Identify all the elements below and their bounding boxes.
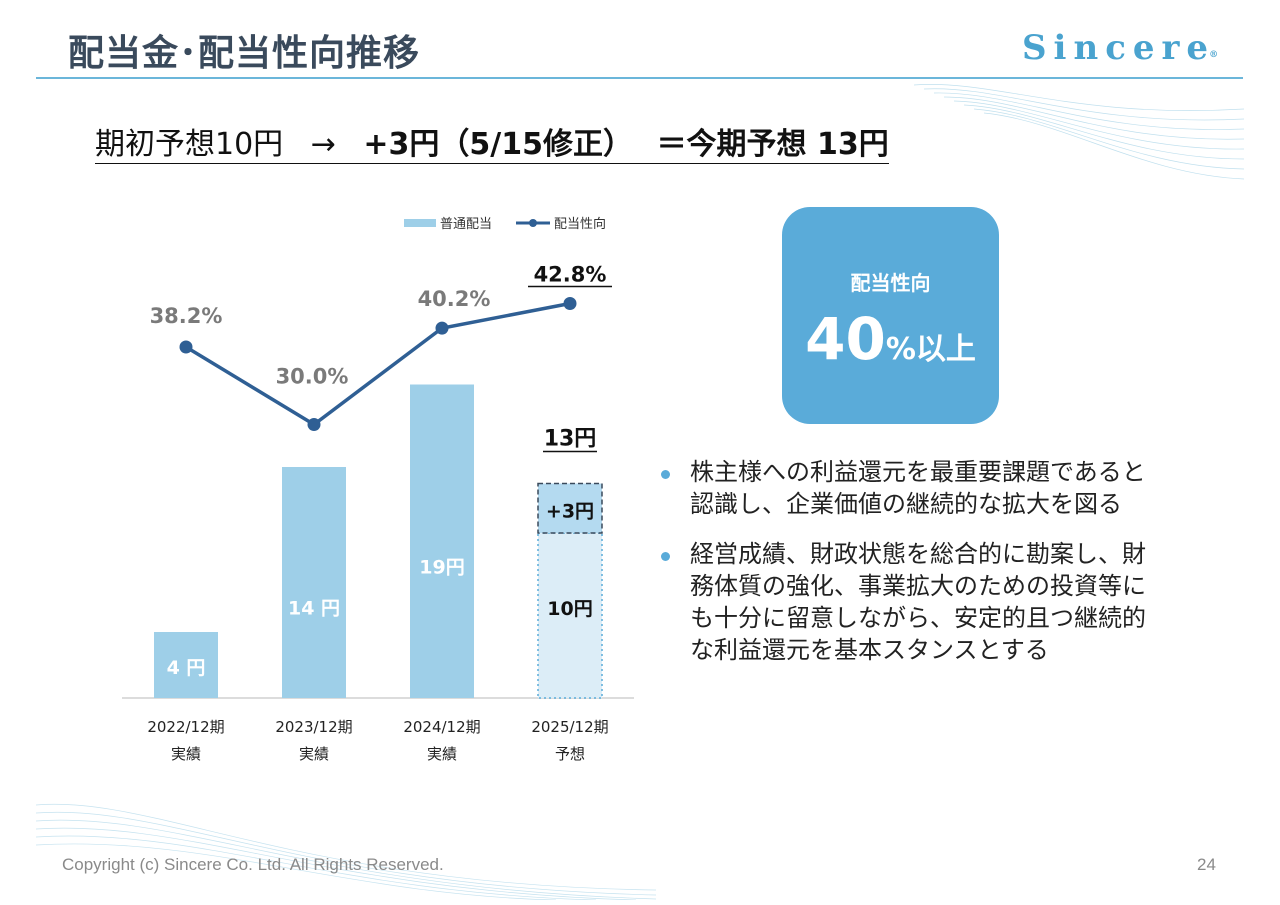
x-tick-label: 2022/12期	[147, 718, 224, 736]
page-title: 配当金･配当性向推移	[68, 33, 421, 74]
payout-ratio-point	[563, 297, 577, 311]
bar-value-label: 19円	[419, 556, 464, 578]
payout-ratio-point	[307, 417, 321, 431]
x-tick-sublabel: 実績	[299, 745, 329, 763]
page-number: 24	[1197, 855, 1216, 874]
current-forecast: ＝今期予想 13円	[656, 127, 889, 162]
payout-ratio-label: 30.0%	[276, 364, 349, 388]
base-value-label: 10円	[547, 598, 592, 620]
x-tick-label: 2024/12期	[403, 718, 480, 736]
dividend-bar	[410, 384, 474, 698]
header-divider	[36, 77, 1243, 79]
forecast-base-bar	[537, 532, 603, 699]
payout-ratio-point	[179, 340, 193, 354]
x-tick-sublabel: 実績	[171, 745, 201, 763]
wave-decoration-top	[914, 84, 1244, 180]
copyright-text: Copyright (c) Sincere Co. Ltd. All Right…	[62, 855, 444, 874]
policy-item: 経営成績、財政状態を総合的に勘案し、財務体質の強化、事業拡大のための投資等にも十…	[660, 538, 1150, 666]
sincere-logo: Sincere®	[1022, 28, 1219, 68]
dividend-forecast-headline: 期初予想10円 → +3円（5/15修正） ＝今期予想 13円	[95, 128, 889, 164]
bullet-icon	[661, 552, 670, 561]
policy-list: 株主様への利益還元を最重要課題であると認識し、企業価値の継続的な拡大を図る 経営…	[660, 456, 1150, 684]
x-tick-sublabel: 実績	[427, 745, 457, 763]
x-tick-sublabel: 予想	[555, 745, 585, 763]
payout-ratio-label: 38.2%	[150, 304, 223, 328]
dividend-bar	[282, 467, 346, 698]
initial-forecast: 期初予想10円	[95, 127, 284, 162]
revision-amount: +3円（5/15修正）	[363, 127, 634, 162]
x-tick-label: 2025/12期	[531, 718, 608, 736]
payout-ratio-point	[435, 321, 449, 335]
payout-ratio-card: 配当性向 40%以上	[782, 207, 999, 424]
payout-ratio-label: 42.8%	[534, 263, 607, 287]
bar-value-label: 14 円	[288, 598, 340, 620]
bar-value-label: 4 円	[167, 657, 206, 679]
forecast-increment-bar	[537, 482, 603, 534]
payout-ratio-value: 40%以上	[805, 305, 976, 373]
dividend-bar	[154, 632, 218, 698]
forecast-total-label: 13円	[544, 427, 597, 452]
x-tick-label: 2023/12期	[275, 718, 352, 736]
legend-line-marker	[529, 219, 537, 227]
legend-line-label: 配当性向	[554, 216, 606, 232]
payout-ratio-label: 40.2%	[418, 287, 491, 311]
wave-decoration-bottom	[36, 803, 656, 900]
increment-value-label: +3円	[546, 501, 594, 523]
payout-ratio-line	[185, 301, 571, 427]
legend-bar-label: 普通配当	[440, 217, 492, 232]
bullet-icon	[661, 470, 670, 479]
payout-ratio-label: 配当性向	[850, 271, 931, 295]
policy-item: 株主様への利益還元を最重要課題であると認識し、企業価値の継続的な拡大を図る	[660, 456, 1150, 520]
legend-bar-swatch	[404, 219, 436, 227]
arrow-icon: →	[310, 127, 336, 162]
